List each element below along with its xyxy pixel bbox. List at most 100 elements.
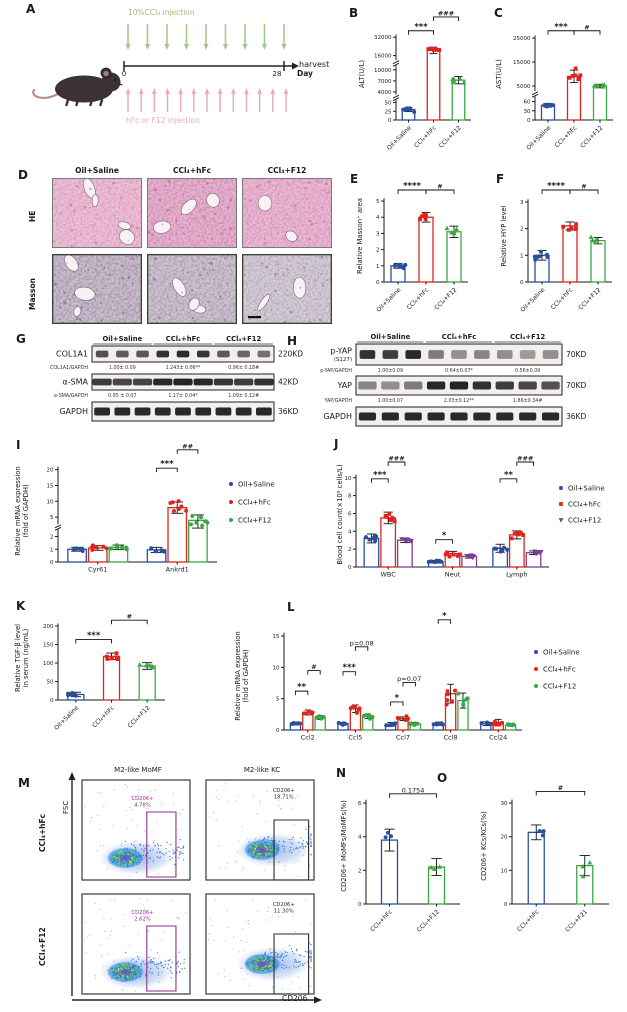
group-headers: Oil+Saline CCl₄+hFc CCl₄+F12 <box>93 335 273 345</box>
svg-text:1: 1 <box>376 264 380 270</box>
x-ticks: Oil+Saline CCl₄+hFc CCl₄+F12 <box>519 282 603 314</box>
panel-letter-a: A <box>26 2 36 16</box>
svg-text:1: 1 <box>50 547 54 553</box>
chart-cd206-kc: 0 10 20 30 CCl₄+hFc CCl₄+F21 # CD206+ KCs/KCs(%… <box>480 784 609 934</box>
svg-text:8: 8 <box>348 494 352 500</box>
svg-text:4000: 4000 <box>378 90 392 96</box>
svg-text:0: 0 <box>527 118 531 124</box>
svg-text:CCl₄+hFc: CCl₄+hFc <box>238 499 271 507</box>
svg-text:CCl₄+F12: CCl₄+F12 <box>568 517 601 525</box>
svg-text:20: 20 <box>47 468 54 474</box>
svg-text:2.03±0.12**: 2.03±0.12** <box>444 398 475 404</box>
svg-text:Oil+Saline: Oil+Saline <box>519 286 546 313</box>
svg-text:Cyr61: Cyr61 <box>88 566 107 574</box>
scale-bar <box>248 316 261 319</box>
data-points <box>363 512 544 565</box>
chart-root: 0 10 20 30 CCl₄+hFc CCl₄+F21 # CD206+ KCs/KCs(%… <box>480 784 609 934</box>
x-ticks: Ccl2 Ccl5 Ccl7 Ccl8 Ccl24 <box>301 730 507 742</box>
x-ticks: Cyr61 Ankrd1 <box>88 562 189 574</box>
blot-row-α-SMA: α-SMA 42KD <box>62 373 298 391</box>
blot-row-GAPDH: GAPDH 36KD <box>59 401 298 422</box>
svg-text:15000: 15000 <box>513 60 531 66</box>
bars <box>540 75 608 121</box>
svg-text:*: * <box>442 611 447 621</box>
significance-brackets: **** # <box>541 182 599 194</box>
svg-text:CCl₄+F12: CCl₄+F12 <box>510 333 545 341</box>
quant-row-p-YAP: p-YAP/GAPDH 1.00±0.09 0.64±0.07* 0.56±0.09 <box>320 368 540 374</box>
legend: Oil+Saline CCl₄+hFc CCl₄+F12 <box>558 485 605 525</box>
svg-text:(fold of GAPDH): (fold of GAPDH) <box>22 484 30 538</box>
data-points <box>383 830 443 872</box>
flow-plot-r1c0: CD206+2.62% <box>81 893 191 995</box>
svg-text:60: 60 <box>524 100 531 106</box>
significance-brackets: *** ### <box>408 9 459 35</box>
panel-letter-g: G <box>16 332 26 346</box>
bars <box>67 506 208 563</box>
svg-text:Lymph: Lymph <box>506 571 527 579</box>
gate-label: CD206+ <box>273 788 295 794</box>
y-axis-label: CD206+ KCs/KCs(%) <box>480 811 488 881</box>
svg-text:CCl₄+F12: CCl₄+F12 <box>433 286 458 311</box>
svg-text:36KD: 36KD <box>566 412 586 421</box>
svg-text:36KD: 36KD <box>278 407 298 416</box>
svg-text:CCl₄+hFc: CCl₄+hFc <box>91 704 116 729</box>
svg-text:Relative TGF-β level: Relative TGF-β level <box>14 624 22 692</box>
svg-text:Oil+Saline: Oil+Saline <box>238 481 275 489</box>
svg-text:5: 5 <box>50 515 54 521</box>
significance-brackets: # <box>535 784 586 796</box>
x-ticks: CCl₄+hFc CCl₄+F21 <box>516 904 589 934</box>
flow-row-label-ccl4-hfc: CCl₄+hFc <box>38 813 47 852</box>
flow-gate <box>146 811 177 878</box>
svg-text:4: 4 <box>348 529 352 535</box>
panel-m-flow-cytometry: CD206+4.78%CD206+18.71%CD206+2.62%CD206+… <box>68 772 322 1004</box>
svg-text:****: **** <box>403 182 421 192</box>
svg-text:3: 3 <box>520 200 524 206</box>
panel-d-histology <box>12 162 334 327</box>
quant-row-COL1A1: COL1A1/GAPDH 1.00± 0.09 1.243± 0.06** 0.96±… <box>50 365 259 371</box>
panel-letter-h: H <box>287 334 298 348</box>
svg-text:25: 25 <box>385 109 392 115</box>
svg-text:2: 2 <box>50 535 54 541</box>
data-points <box>537 829 593 879</box>
flow-gate <box>273 933 310 995</box>
svg-text:GAPDH: GAPDH <box>59 407 88 416</box>
histology-col-header-oil-saline: Oil+Saline <box>75 166 119 175</box>
svg-text:CCl₄+F12: CCl₄+F12 <box>238 517 271 525</box>
svg-text:42KD: 42KD <box>278 378 298 387</box>
chart-root: 0 1 2 3 Oil+Saline CCl₄+hFc CCl₄+F12 **** # Relat… <box>500 182 612 314</box>
svg-text:****: **** <box>547 182 565 192</box>
bars <box>289 693 517 731</box>
harvest-label: harvest <box>299 60 330 69</box>
panel-letter-n: N <box>336 766 347 780</box>
svg-text:0: 0 <box>358 902 362 908</box>
svg-text:CCl₄+F12: CCl₄+F12 <box>577 286 602 311</box>
svg-text:1.86±0.34#: 1.86±0.34# <box>513 398 542 404</box>
legend: Oil+Saline CCl₄+hFc CCl₄+F12 <box>229 481 275 525</box>
histology-row-label-he: HE <box>28 210 37 222</box>
day-0-label: 0 <box>121 70 127 78</box>
flow-x-axis-label-cd206: CD206 <box>282 994 308 1003</box>
svg-text:6: 6 <box>348 511 352 517</box>
significance-brackets: 0.1754 <box>389 786 437 798</box>
svg-text:0.56±0.09: 0.56±0.09 <box>515 368 540 374</box>
blot-row-COL1A1: COL1A1 220KD <box>56 345 303 363</box>
y-ticks: 0 10 20 30 <box>501 801 512 908</box>
svg-text:0: 0 <box>276 728 280 734</box>
svg-text:CCl₄+hFc: CCl₄+hFc <box>550 286 575 311</box>
x-ticks: Oil+Saline CCl₄+hFc CCl₄+F12 <box>375 282 459 314</box>
svg-text:0: 0 <box>376 280 380 286</box>
svg-text:0: 0 <box>520 280 524 286</box>
svg-text:15: 15 <box>47 484 54 490</box>
histology-image-he-2 <box>242 178 332 248</box>
svg-text:#: # <box>581 183 586 191</box>
svg-text:**: ** <box>297 683 306 693</box>
axes <box>365 799 460 905</box>
x-ticks: WBC Neut Lymph <box>381 567 528 579</box>
svg-text:CCl₄+F12: CCl₄+F12 <box>126 704 151 729</box>
svg-text:1.17± 0.04*: 1.17± 0.04* <box>168 393 198 399</box>
svg-text:CCl₄+F12: CCl₄+F12 <box>226 335 261 343</box>
svg-text:***: *** <box>373 470 387 480</box>
bars <box>527 831 594 905</box>
svg-text:0.96± 0.18#: 0.96± 0.18# <box>228 365 259 371</box>
